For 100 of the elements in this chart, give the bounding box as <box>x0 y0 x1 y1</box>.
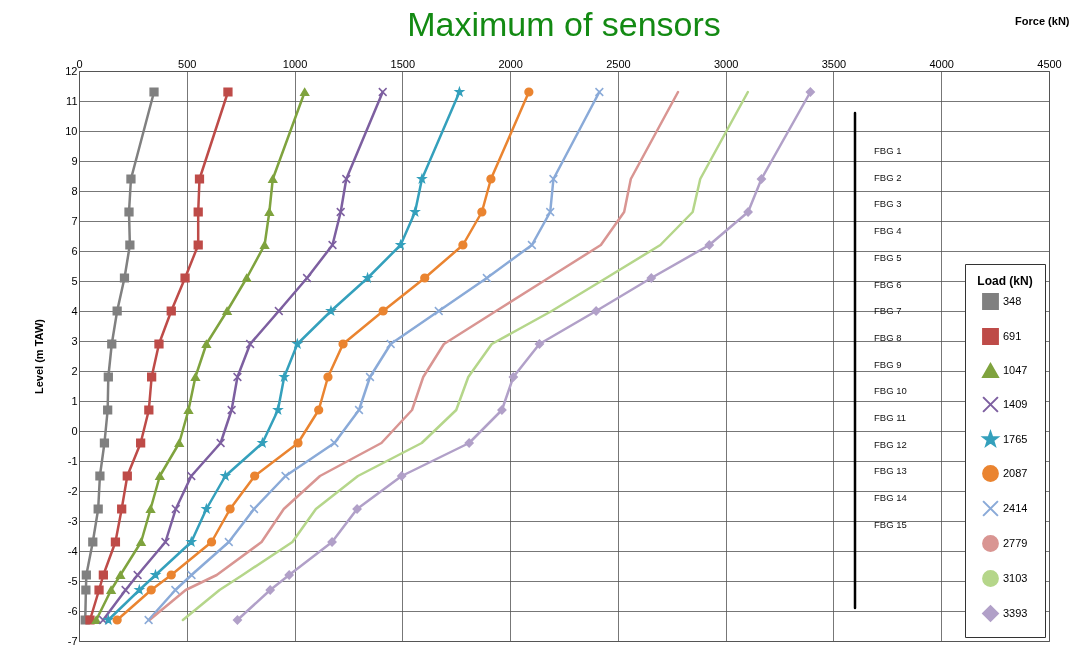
y-tick-label: 11 <box>66 94 78 107</box>
y-tick-label: 7 <box>71 214 78 227</box>
point <box>363 273 373 282</box>
point <box>149 87 159 97</box>
point <box>302 273 312 283</box>
point <box>756 174 767 184</box>
point <box>133 570 143 580</box>
point <box>232 372 243 382</box>
y-tick-label: 9 <box>71 154 78 167</box>
point <box>224 537 234 547</box>
legend-label: 2087 <box>1003 466 1028 479</box>
y-tick-label: -6 <box>67 604 78 617</box>
point <box>336 207 346 217</box>
point <box>160 537 171 547</box>
line-series <box>181 90 750 622</box>
x-tick-label: 1000 <box>282 57 308 70</box>
point <box>314 405 324 415</box>
point <box>103 615 113 624</box>
chart-title: Maximum of sensors <box>407 5 721 43</box>
point <box>103 405 113 415</box>
point <box>225 504 235 514</box>
point <box>98 615 108 625</box>
point <box>112 615 122 625</box>
point <box>464 438 474 448</box>
point <box>497 405 507 415</box>
point <box>486 174 496 184</box>
point <box>193 240 203 250</box>
x-tick-label: 3000 <box>713 57 739 70</box>
point <box>186 537 196 546</box>
point <box>434 306 444 316</box>
point <box>190 372 201 382</box>
point <box>103 372 113 382</box>
y-tick-label: 10 <box>65 124 78 137</box>
legend-label: 691 <box>1003 329 1022 342</box>
y-tick-label: 2 <box>71 364 78 377</box>
point <box>397 471 407 481</box>
y-tick-label: -3 <box>67 514 78 527</box>
point <box>242 273 252 283</box>
legend-label: 2779 <box>1003 536 1028 549</box>
point <box>166 570 176 580</box>
y-tick-label: 1 <box>71 394 78 407</box>
point <box>180 273 190 283</box>
point <box>232 615 243 625</box>
point <box>274 306 284 316</box>
annotation: FBG 14 <box>874 492 907 504</box>
y-axis-title: Level (m TAW) <box>33 318 46 394</box>
x-axis-title: Force (kN) <box>1015 14 1070 27</box>
point <box>220 471 230 480</box>
y-tick-label: 8 <box>71 184 78 197</box>
point <box>245 339 255 349</box>
annotation: FBG 3 <box>874 198 902 210</box>
point <box>527 240 537 250</box>
point <box>273 405 283 414</box>
annotation: FBG 13 <box>874 465 907 477</box>
annotation: FBG 12 <box>874 438 907 450</box>
point <box>107 339 117 349</box>
point <box>352 504 362 514</box>
annotation: FBG 8 <box>874 331 902 343</box>
point <box>326 306 336 315</box>
point <box>508 372 518 382</box>
point <box>284 570 294 580</box>
x-tick-label: 500 <box>178 57 197 70</box>
point <box>106 585 116 595</box>
point <box>420 273 430 283</box>
point <box>386 339 396 349</box>
point <box>341 174 351 184</box>
point <box>524 87 534 97</box>
point <box>704 240 714 250</box>
point <box>115 570 126 580</box>
line-series <box>148 90 680 622</box>
point <box>378 87 388 97</box>
point <box>166 306 176 316</box>
y-tick-label: 5 <box>71 274 78 287</box>
legend-title: Load (kN) <box>977 274 1033 288</box>
point <box>201 339 212 349</box>
y-tick-label: -7 <box>67 634 78 647</box>
point <box>591 306 601 316</box>
point <box>338 339 348 349</box>
point <box>477 207 487 217</box>
point <box>329 438 340 448</box>
point <box>458 240 468 250</box>
point <box>327 240 338 250</box>
y-tick-label: 12 <box>65 64 78 77</box>
point <box>223 87 233 97</box>
point <box>112 306 122 316</box>
y-tick-label: -4 <box>67 544 78 557</box>
point <box>144 405 154 415</box>
point <box>594 87 604 97</box>
y-tick-label: 4 <box>71 304 78 317</box>
point <box>154 339 164 349</box>
point <box>124 207 134 217</box>
point <box>548 174 559 184</box>
point <box>292 339 302 348</box>
point <box>194 174 205 184</box>
point <box>94 585 104 595</box>
point <box>125 240 135 250</box>
point <box>743 207 753 217</box>
point <box>144 615 154 625</box>
point <box>147 372 157 382</box>
point <box>120 585 131 595</box>
